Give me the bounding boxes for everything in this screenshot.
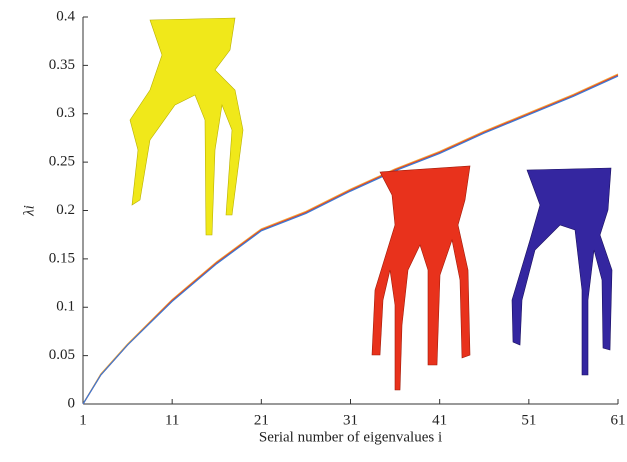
x-tick-label: 1 bbox=[79, 412, 87, 428]
y-tick-label: 0.1 bbox=[56, 299, 75, 315]
y-tick-label: 0.3 bbox=[56, 105, 75, 121]
y-tick-label: 0.4 bbox=[56, 8, 75, 24]
blue-shape bbox=[512, 168, 612, 375]
x-tick-label: 11 bbox=[165, 412, 179, 428]
chart: 00.050.10.150.20.250.30.350.411121314151… bbox=[0, 0, 627, 462]
x-tick-label: 21 bbox=[254, 412, 269, 428]
yellow-shape bbox=[130, 18, 243, 235]
x-axis-label: Serial number of eigenvalues i bbox=[259, 429, 442, 445]
y-tick-label: 0.05 bbox=[49, 347, 75, 363]
x-tick-label: 61 bbox=[611, 412, 626, 428]
x-tick-label: 51 bbox=[521, 412, 536, 428]
y-tick-label: 0.35 bbox=[49, 57, 75, 73]
x-tick-label: 41 bbox=[432, 412, 447, 428]
y-tick-label: 0.2 bbox=[56, 202, 75, 218]
y-tick-label: 0 bbox=[68, 395, 76, 411]
y-tick-label: 0.15 bbox=[49, 250, 75, 266]
x-tick-label: 31 bbox=[343, 412, 358, 428]
y-tick-label: 0.25 bbox=[49, 154, 75, 170]
red-shape bbox=[372, 166, 470, 390]
y-axis-label: λi bbox=[21, 205, 37, 217]
